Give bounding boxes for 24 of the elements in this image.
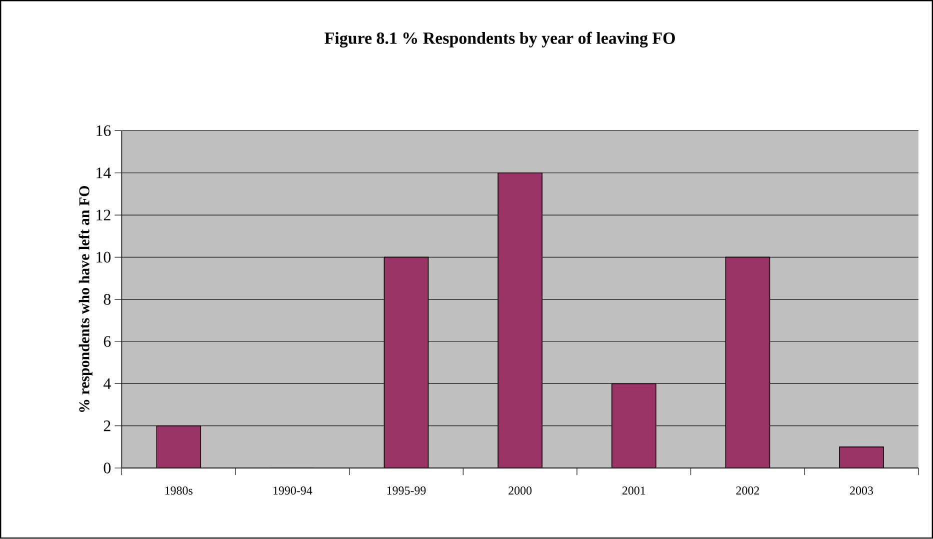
bar: [156, 426, 201, 468]
y-tick-label: 0: [104, 462, 111, 474]
y-tick-label: 2: [104, 420, 110, 432]
y-tick-label: 8: [104, 294, 111, 305]
y-tick-label: 12: [96, 210, 110, 220]
x-tick-label: 1995-99: [387, 486, 426, 495]
bar: [839, 446, 884, 468]
y-tick-label: 14: [96, 168, 111, 178]
bar: [498, 173, 542, 468]
x-tick-label: 2003: [850, 486, 873, 495]
x-tick-label: 2002: [736, 486, 759, 495]
y-tick-label: 10: [96, 252, 111, 263]
y-tick-label: 4: [104, 378, 111, 390]
x-tick-label: 2000: [508, 486, 532, 495]
bar: [726, 257, 770, 468]
bar: [384, 257, 428, 468]
x-tick-label: 2001: [622, 486, 646, 495]
chart-title: Figure 8.1 % Respondents by year of leaving FO: [324, 32, 675, 48]
y-axis-title: % respondents who have left an FO: [78, 186, 92, 412]
bar: [612, 384, 656, 468]
x-tick-label: 1980s: [165, 486, 192, 495]
y-tick-label: 16: [96, 126, 111, 136]
y-tick-label: 6: [104, 336, 111, 348]
x-tick-label: 1990-94: [274, 486, 312, 495]
